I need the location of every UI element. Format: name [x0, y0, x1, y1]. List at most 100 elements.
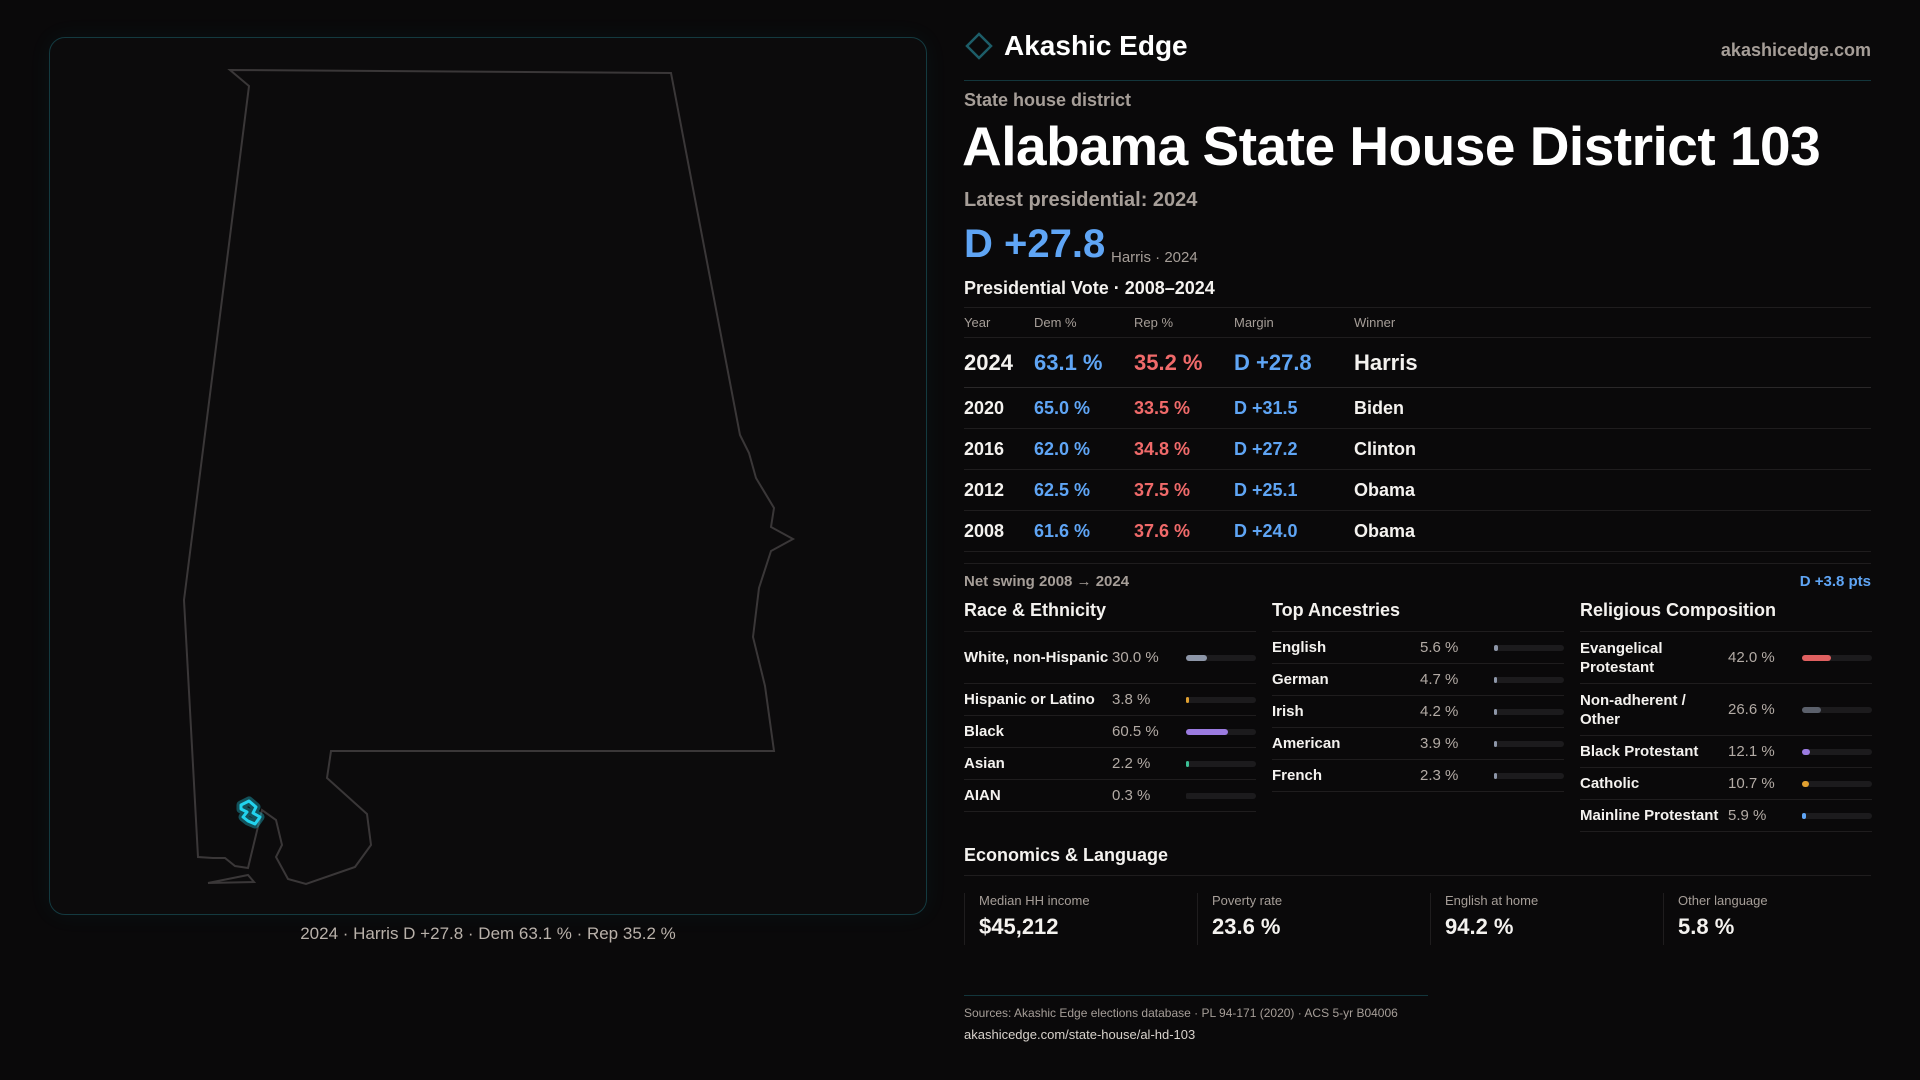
- stat-label: Black Protestant: [1580, 743, 1699, 760]
- margin: D +31.5: [1234, 387, 1354, 429]
- swing-value: D +3.8 pts: [1799, 573, 1871, 590]
- stat-bar-fill: [1494, 644, 1498, 651]
- stat-bar-fill: [1802, 706, 1821, 713]
- stat-row: French 2.3 %: [1272, 760, 1564, 792]
- rep-pct: 34.8 %: [1134, 428, 1234, 470]
- stat-value: 30.0 %: [1112, 649, 1159, 666]
- table-header: Year Dem % Rep % Margin Winner: [964, 307, 1871, 338]
- stat-label: English: [1272, 639, 1327, 656]
- stat-row: Asian 2.2 %: [964, 748, 1256, 780]
- headline-margin: D +27.8: [964, 222, 1106, 266]
- presidential-vote-table: Year Dem % Rep % Margin Winner 2024 63.1…: [964, 307, 1871, 552]
- diamond-icon: [965, 32, 993, 60]
- stat-label: Catholic: [1580, 775, 1640, 792]
- stat-bar-fill: [1494, 676, 1498, 683]
- stat-row: German 4.7 %: [1272, 664, 1564, 696]
- rep-pct: 37.6 %: [1134, 510, 1234, 552]
- stat-card-other-language: Other language 5.8 %: [1663, 893, 1896, 945]
- map-panel[interactable]: [49, 37, 927, 915]
- stat-row: Irish 4.2 %: [1272, 696, 1564, 728]
- stat-value: 2.3 %: [1420, 767, 1459, 784]
- brand-name: Akashic Edge: [1004, 30, 1188, 61]
- rep-pct: 35.2 %: [1134, 337, 1234, 388]
- footer-divider: [964, 995, 1428, 996]
- stat-bar-track: [1186, 792, 1256, 799]
- stat-value: 5.8 %: [1678, 914, 1735, 939]
- stat-bar-track: [1802, 812, 1872, 819]
- stat-row: English 5.6 %: [1272, 632, 1564, 664]
- stat-bar-fill: [1494, 740, 1497, 747]
- stat-value: 94.2 %: [1445, 914, 1514, 939]
- year: 2024: [964, 337, 1034, 388]
- stat-label: White, non-Hispanic: [964, 649, 1109, 666]
- stat-row: Hispanic or Latino 3.8 %: [964, 684, 1256, 716]
- stat-bar-fill: [1494, 772, 1497, 779]
- brand[interactable]: Akashic Edge: [964, 30, 1188, 62]
- margin: D +27.2: [1234, 428, 1354, 470]
- stat-bar-track: [1494, 708, 1564, 715]
- table-row: 2020 65.0 % 33.5 % D +31.5 Biden: [964, 387, 1871, 429]
- stat-bar-track: [1802, 654, 1872, 661]
- stat-label: Median HH income: [979, 893, 1090, 908]
- stat-bar-fill: [1802, 748, 1811, 755]
- stat-label: French: [1272, 767, 1323, 784]
- stat-label: Black: [964, 723, 1005, 740]
- margin: D +25.1: [1234, 469, 1354, 511]
- stat-bar-track: [1802, 780, 1872, 787]
- stat-row: American 3.9 %: [1272, 728, 1564, 760]
- stat-row: Evangelical Protestant 42.0 %: [1580, 632, 1872, 684]
- stat-label: Mainline Protestant: [1580, 807, 1719, 824]
- stat-value: 26.6 %: [1728, 701, 1775, 718]
- page-url[interactable]: akashicedge.com/state-house/al-hd-103: [964, 1027, 1196, 1042]
- stat-bar-track: [1494, 644, 1564, 651]
- stat-bar-track: [1802, 706, 1872, 713]
- stat-bar-fill: [1186, 728, 1229, 735]
- stat-label: Non-adherent / Other: [1580, 691, 1686, 728]
- stat-row: Non-adherent / Other 26.6 %: [1580, 684, 1872, 736]
- section-title: Religious Composition: [1580, 600, 1872, 632]
- col-margin: Margin: [1234, 307, 1354, 338]
- stat-value: 5.9 %: [1728, 807, 1767, 824]
- stat-bar-track: [1494, 740, 1564, 747]
- margin: D +24.0: [1234, 510, 1354, 552]
- stat-label: American: [1272, 735, 1341, 752]
- year: 2016: [964, 428, 1034, 470]
- econ-title: Economics & Language: [964, 845, 1169, 865]
- stat-value: 3.8 %: [1112, 691, 1151, 708]
- stat-value: 2.2 %: [1112, 755, 1151, 772]
- table-row: 2008 61.6 % 37.6 % D +24.0 Obama: [964, 510, 1871, 552]
- stat-card-poverty: Poverty rate 23.6 %: [1197, 893, 1430, 945]
- stat-value: 4.7 %: [1420, 671, 1459, 688]
- stat-label: Evangelical Protestant: [1580, 639, 1663, 676]
- stat-value: 23.6 %: [1212, 914, 1281, 939]
- col-winner: Winner: [1354, 307, 1871, 338]
- pres-vote-title: Presidential Vote · 2008–2024: [964, 278, 1215, 298]
- dem-pct: 63.1 %: [1034, 337, 1134, 388]
- latest-label: Latest presidential: 2024: [964, 189, 1198, 211]
- rep-pct: 33.5 %: [1134, 387, 1234, 429]
- stat-bar-track: [1802, 748, 1872, 755]
- rep-pct: 37.5 %: [1134, 469, 1234, 511]
- stat-value: 5.6 %: [1420, 639, 1459, 656]
- stat-bar-fill: [1186, 760, 1189, 767]
- stat-label: AIAN: [964, 787, 1001, 804]
- col-dem: Dem %: [1034, 307, 1134, 338]
- stat-bar-fill: [1494, 708, 1497, 715]
- stat-row: Catholic 10.7 %: [1580, 768, 1872, 800]
- year: 2008: [964, 510, 1034, 552]
- winner: Clinton: [1354, 428, 1871, 470]
- section-title: Top Ancestries: [1272, 600, 1564, 632]
- stat-value: 4.2 %: [1420, 703, 1459, 720]
- race-section: Race & Ethnicity White, non-Hispanic 30.0…: [964, 600, 1256, 812]
- site-link[interactable]: akashicedge.com: [1720, 40, 1871, 60]
- econ-divider: [964, 875, 1871, 876]
- table-row: 2012 62.5 % 37.5 % D +25.1 Obama: [964, 469, 1871, 511]
- year: 2012: [964, 469, 1034, 511]
- stat-card-income: Median HH income $45,212: [964, 893, 1197, 945]
- stat-bar-fill: [1186, 654, 1207, 661]
- stat-label: Other language: [1678, 893, 1768, 908]
- religion-section: Religious Composition Evangelical Protes…: [1580, 600, 1872, 832]
- stat-value: $45,212: [979, 914, 1059, 939]
- swing-divider: [964, 563, 1871, 564]
- stat-bar-track: [1186, 728, 1256, 735]
